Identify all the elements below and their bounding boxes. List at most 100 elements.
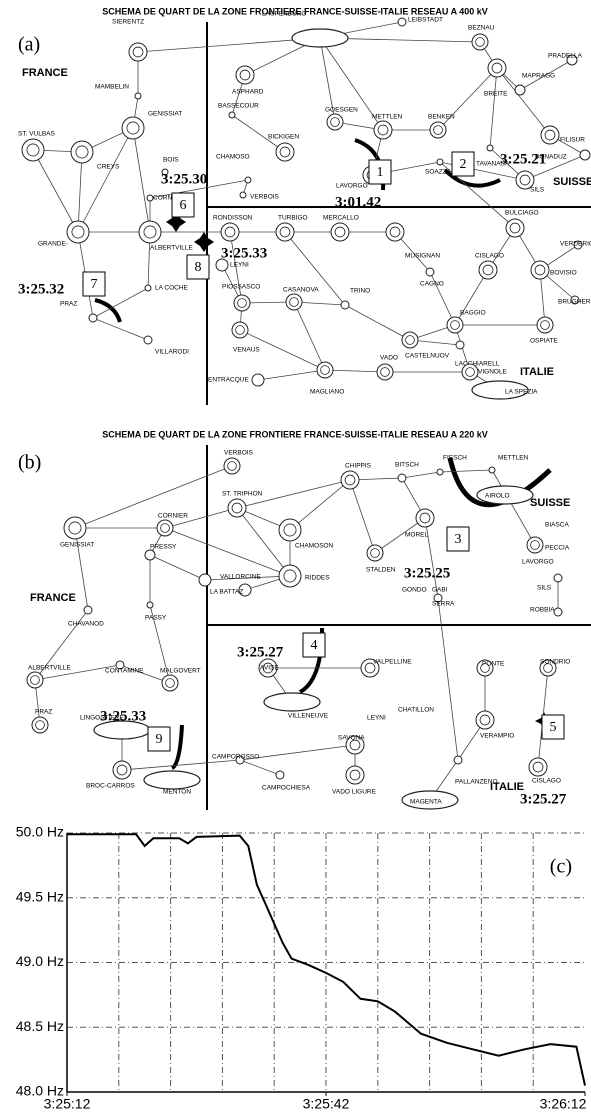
substation xyxy=(129,43,147,61)
node-label: ENTRACQUE xyxy=(208,377,249,384)
substation xyxy=(515,85,525,95)
node-label: CHAMOSON xyxy=(295,543,334,550)
link xyxy=(325,370,385,372)
node-label: TRINO xyxy=(350,288,370,295)
substation xyxy=(489,467,495,473)
substation xyxy=(252,374,264,386)
substation xyxy=(144,771,200,789)
node-label: MAGLIANO xyxy=(310,389,344,396)
node-label: STALDEN xyxy=(366,567,396,574)
node-label: METTLEN xyxy=(498,455,529,462)
region: ITALIE xyxy=(520,366,554,378)
node-label: BASSECOUR xyxy=(218,103,259,110)
substation xyxy=(71,141,93,163)
node-label: MENTON xyxy=(163,789,191,796)
node-label: BROC-CARROS xyxy=(86,783,135,790)
substation xyxy=(327,114,343,130)
node-label: PRAZ xyxy=(35,709,52,716)
substation xyxy=(398,474,406,482)
event-number: 6 xyxy=(180,198,187,213)
node-label: BRUGHERIO xyxy=(558,299,591,306)
substation xyxy=(279,519,301,541)
substation xyxy=(367,545,383,561)
node-label: RIDDES xyxy=(305,575,330,582)
node-label: SILS xyxy=(530,187,545,194)
node-label: VADO LIGURE xyxy=(332,789,377,796)
substation xyxy=(529,758,547,776)
node-label: PRAZ xyxy=(60,301,77,308)
node-label: SAVONA xyxy=(338,735,365,742)
diagram-b: SCHEMA DE QUART DE LA ZONE FRONTIERE FRA… xyxy=(18,429,591,810)
region: SUISSE xyxy=(530,497,570,509)
node-label: TURBIGO xyxy=(278,215,308,222)
link xyxy=(345,305,410,340)
substation xyxy=(292,29,348,47)
node-label: VILLENEUVE xyxy=(288,713,329,720)
node-label: BITSCH xyxy=(395,462,419,469)
node-label: LA BATTAZ xyxy=(210,589,243,596)
event-number: 2 xyxy=(460,157,467,172)
substation xyxy=(476,711,494,729)
substation xyxy=(488,59,506,77)
node-label: LEYNI xyxy=(230,262,249,269)
link xyxy=(438,598,458,760)
x-tick-label: 3:25:42 xyxy=(303,1096,350,1112)
node-label: FIESCH xyxy=(443,455,467,462)
node-label: LEYNI xyxy=(367,715,386,722)
substation xyxy=(234,295,250,311)
node-label: BULCIAGO xyxy=(505,210,539,217)
substation xyxy=(113,761,131,779)
substation xyxy=(122,117,144,139)
title: SCHEMA DE QUART DE LA ZONE FRONTIERE FRA… xyxy=(102,429,488,439)
substation xyxy=(541,126,559,144)
substation xyxy=(84,606,92,614)
node-label: BEZNAU xyxy=(468,25,495,32)
node-label: VERBOIS xyxy=(224,450,254,457)
substation xyxy=(531,261,549,279)
node-label: PASSY xyxy=(145,615,167,622)
node-label: LAUFENBURG xyxy=(262,11,306,18)
link xyxy=(75,528,88,610)
substation xyxy=(447,317,463,333)
y-tick-label: 49.0 Hz xyxy=(16,953,64,969)
node-label: METTLEN xyxy=(372,114,403,121)
node-label: LACCHIARELL xyxy=(455,361,500,368)
node-label: CAMPOROSSO xyxy=(212,754,259,761)
panel-label: (c) xyxy=(550,856,572,878)
link xyxy=(492,470,535,545)
substation xyxy=(341,301,349,309)
substation xyxy=(145,550,155,560)
link xyxy=(75,466,232,528)
link xyxy=(294,302,325,370)
substation xyxy=(537,317,553,333)
substation xyxy=(472,34,488,50)
node-label: GABI xyxy=(432,587,448,594)
diagram-a: SCHEMA DE QUART DE LA ZONE FRONTIERE FRA… xyxy=(18,6,591,405)
event-time: 3:25.33 xyxy=(221,245,267,261)
node-label: BOIS xyxy=(163,157,179,164)
region: FRANCE xyxy=(22,67,68,79)
substation xyxy=(317,362,333,378)
substation xyxy=(32,717,48,733)
substation xyxy=(487,145,493,151)
node-label: OSPIATE xyxy=(530,338,558,345)
y-tick-label: 49.5 Hz xyxy=(16,888,64,904)
link xyxy=(150,555,205,580)
event-number: 3 xyxy=(455,532,462,547)
panel-label: (a) xyxy=(18,34,40,56)
node-label: SIERENTZ xyxy=(112,19,144,26)
substation xyxy=(377,364,393,380)
node-label: MAMBELIN xyxy=(95,84,129,91)
substation xyxy=(286,294,302,310)
node-label: RONDISSON xyxy=(213,215,253,222)
node-label: CONTAMINE xyxy=(105,668,144,675)
substation xyxy=(437,159,443,165)
node-label: FILISUR xyxy=(560,137,585,144)
region: SUISSE xyxy=(553,176,591,188)
node-label: MALGOVERT xyxy=(160,668,201,675)
substation xyxy=(64,517,86,539)
node-label: LAVORGO xyxy=(336,183,368,190)
substation xyxy=(527,537,543,553)
node-label: PRESSY xyxy=(150,544,177,551)
link xyxy=(402,472,440,478)
